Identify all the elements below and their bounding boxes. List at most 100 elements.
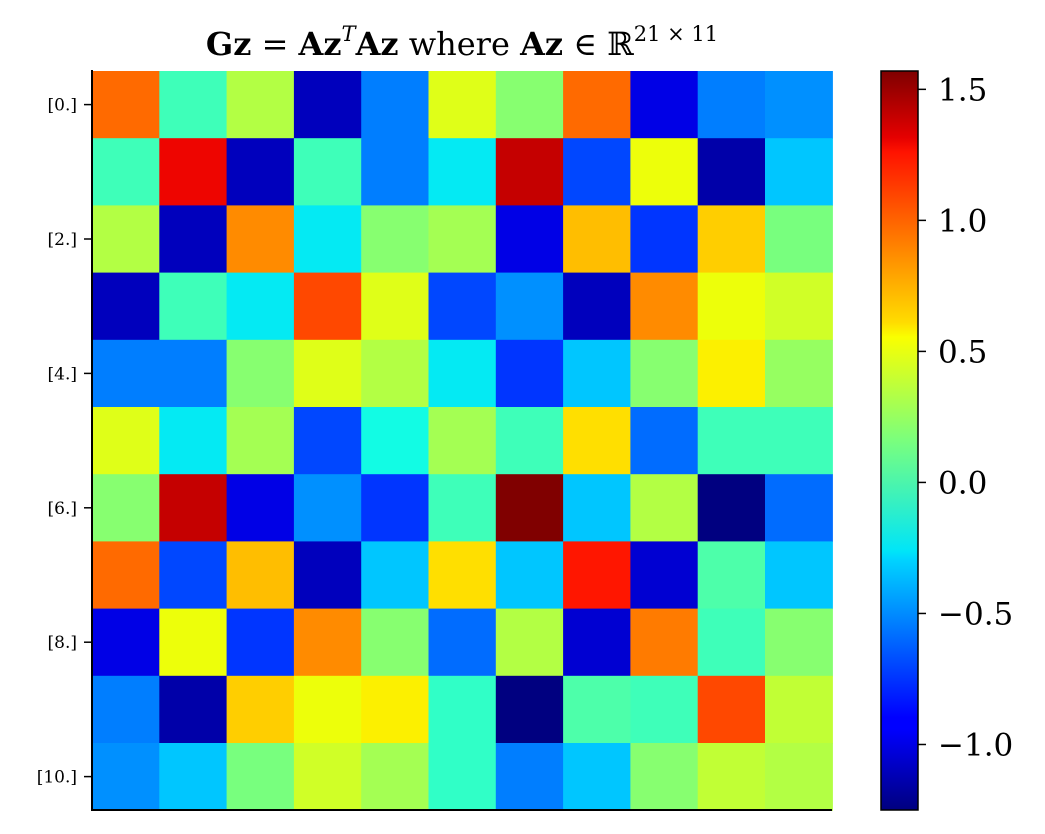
colorbar-tick-label: 0.5 — [938, 334, 987, 370]
heatmap-cell — [630, 71, 699, 139]
heatmap-cell — [92, 272, 160, 341]
heatmap-cell — [293, 339, 362, 408]
heatmap-cell — [697, 743, 766, 811]
heatmap-cell — [697, 339, 766, 408]
heatmap-cell — [765, 205, 833, 274]
heatmap-cell — [630, 608, 699, 677]
colorbar — [880, 70, 919, 811]
heatmap-cell — [159, 272, 228, 341]
heatmap-cell — [159, 138, 228, 206]
heatmap-cell — [361, 675, 430, 744]
heatmap-cell — [428, 608, 497, 677]
heatmap-cell — [293, 541, 362, 610]
heatmap-cell — [765, 474, 833, 542]
heatmap-cell — [495, 675, 564, 744]
heatmap-cell — [630, 272, 699, 341]
y-tick-label: [8.] — [48, 633, 77, 653]
heatmap-cell — [630, 474, 699, 542]
heatmap-cell — [563, 205, 631, 274]
heatmap-cell — [361, 541, 430, 610]
heatmap-cell — [428, 474, 497, 542]
heatmap-cell — [428, 205, 497, 274]
heatmap-cell — [630, 205, 699, 274]
heatmap-cell — [361, 608, 430, 677]
title-where: where — [399, 25, 521, 63]
heatmap-cell — [159, 743, 228, 811]
title-field: ℝ — [607, 25, 634, 63]
heatmap-cell — [226, 272, 295, 341]
title-rhs-1: Az — [298, 25, 342, 63]
heatmap-cell — [226, 407, 295, 475]
heatmap-cell — [159, 407, 228, 475]
heatmap-cell — [563, 608, 631, 677]
heatmap-cell — [92, 675, 160, 744]
colorbar-tick-label: 1.5 — [938, 72, 987, 108]
heatmap-cell — [361, 71, 430, 139]
heatmap-cell — [92, 541, 160, 610]
heatmap-cell — [159, 205, 228, 274]
heatmap-cell — [765, 339, 833, 408]
title-set: Az — [519, 25, 563, 63]
heatmap-cell — [226, 71, 295, 139]
title-transpose: T — [342, 22, 358, 46]
heatmap-cell — [293, 407, 362, 475]
heatmap-cell — [361, 272, 430, 341]
y-tick-label: [4.] — [48, 364, 77, 384]
chart-title: Gz = AzTAz where Az ∈ ℝ21 × 11 — [206, 22, 718, 63]
heatmap-cell — [428, 407, 497, 475]
heatmap-cell — [428, 71, 497, 139]
heatmap-cell — [226, 138, 295, 206]
heatmap-cell — [765, 272, 833, 341]
heatmap-cell — [159, 675, 228, 744]
heatmap-cell — [630, 407, 699, 475]
heatmap-cell — [293, 71, 362, 139]
heatmap-cell — [428, 272, 497, 341]
heatmap-cell — [361, 138, 430, 206]
heatmap-cell — [495, 71, 564, 139]
title-eq: = — [251, 25, 298, 63]
heatmap-cell — [563, 675, 631, 744]
heatmap-cell — [765, 743, 833, 811]
heatmap-cell — [293, 474, 362, 542]
heatmap-cell — [428, 541, 497, 610]
heatmap-cell — [630, 743, 699, 811]
heatmap-cell — [630, 675, 699, 744]
heatmap-cell — [92, 339, 160, 408]
heatmap-cell — [495, 541, 564, 610]
heatmap-cell — [226, 339, 295, 408]
heatmap-cell — [293, 272, 362, 341]
heatmap-cell — [697, 608, 766, 677]
heatmap-cell — [697, 675, 766, 744]
heatmap-cell — [92, 474, 160, 542]
heatmap-cell — [765, 71, 833, 139]
heatmap-cell — [765, 608, 833, 677]
heatmap-cell — [293, 608, 362, 677]
heatmap-cell — [361, 407, 430, 475]
heatmap-cell — [226, 675, 295, 744]
heatmap-cell — [630, 541, 699, 610]
heatmap-cell — [226, 743, 295, 811]
title-in: ∈ — [563, 25, 607, 63]
heatmap-cell — [630, 339, 699, 408]
y-tick-label: [10.] — [37, 768, 77, 788]
heatmap-cell — [495, 407, 564, 475]
heatmap-cell — [293, 743, 362, 811]
heatmap-cell — [697, 272, 766, 341]
heatmap-cell — [563, 474, 631, 542]
heatmap-cell — [563, 541, 631, 610]
heatmap-cell — [92, 71, 160, 139]
heatmap-cell — [495, 205, 564, 274]
colorbar-tick-label: −1.0 — [938, 727, 1013, 763]
heatmap-cell — [428, 138, 497, 206]
heatmap-cell — [92, 608, 160, 677]
y-axis-ticks: [0.] [2.] [4.] [6.] [8.] [10.] — [37, 96, 92, 788]
heatmap-cell — [159, 474, 228, 542]
colorbar-tick-label: 1.0 — [938, 203, 987, 239]
heatmap-cell — [697, 541, 766, 610]
y-tick-label: [0.] — [48, 96, 77, 116]
heatmap-cell — [159, 71, 228, 139]
heatmap-cell — [765, 138, 833, 206]
heatmap-cell — [428, 743, 497, 811]
colorbar-tick-label: −0.5 — [938, 596, 1013, 632]
